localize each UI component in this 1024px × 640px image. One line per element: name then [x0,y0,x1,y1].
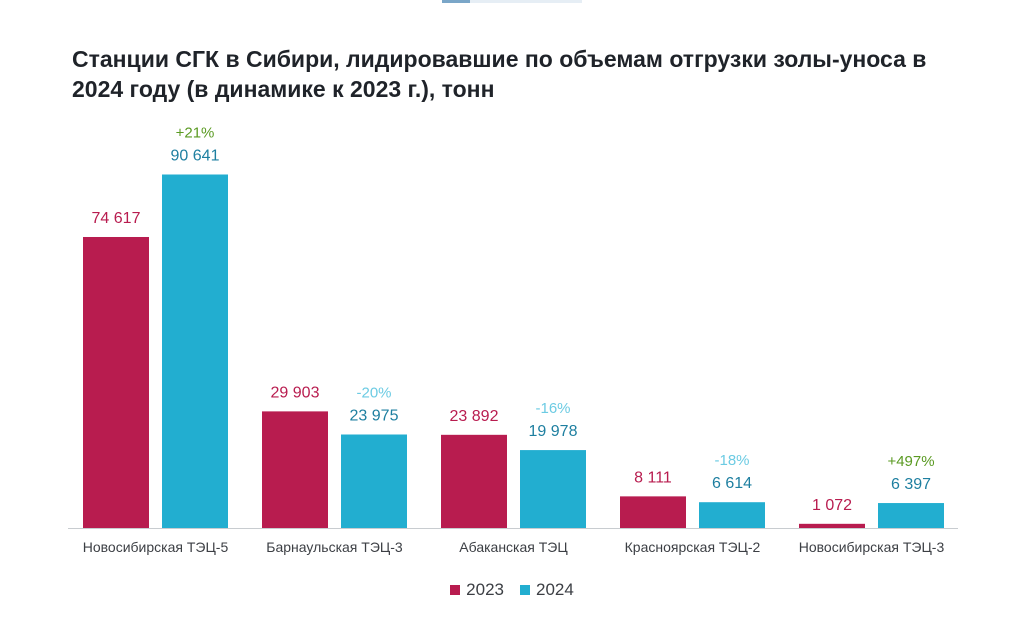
change-label-1: -20% [356,384,391,401]
bar-2024-0 [162,174,228,528]
bar-2024-1 [341,434,407,528]
data-label-2023-3: 8 111 [634,469,672,486]
data-label-2024-0: 90 641 [171,148,220,165]
bar-2023-2 [441,434,507,528]
bar-2024-3 [699,502,765,528]
data-label-2023-1: 29 903 [271,384,320,401]
legend-swatch-2024 [520,585,530,595]
data-label-2023-0: 74 617 [92,210,141,227]
change-label-0: +21% [176,125,215,142]
category-label-2: Абаканская ТЭЦ [459,539,568,555]
legend-item-2023: 2023 [450,580,504,600]
legend-label-2023: 2023 [466,580,504,599]
legend-item-2024: 2024 [520,580,574,600]
legend-label-2024: 2024 [536,580,574,599]
bar-2023-3 [620,496,686,528]
bar-2023-4 [799,523,865,528]
category-label-1: Барнаульская ТЭЦ-3 [266,539,403,555]
change-label-4: +497% [887,453,934,470]
bar-2024-4 [878,503,944,528]
category-label-0: Новосибирская ТЭЦ-5 [83,539,229,555]
top-decor-mark [442,0,470,3]
data-label-2024-2: 19 978 [529,423,578,440]
category-label-4: Новосибирская ТЭЦ-3 [799,539,945,555]
bar-2024-2 [520,450,586,528]
chart-title: Станции СГК в Сибири, лидировавшие по об… [72,46,927,102]
change-label-3: -18% [714,452,749,469]
legend-swatch-2023 [450,585,461,595]
bar-2023-0 [83,236,149,528]
data-label-2023-2: 23 892 [450,408,499,425]
legend: 2023 2024 [0,580,1024,600]
change-label-2: -16% [535,400,570,417]
top-decor-bar [442,0,582,3]
data-label-2024-3: 6 614 [712,475,752,492]
bar-2023-1 [262,411,328,528]
data-label-2024-1: 23 975 [350,407,399,424]
data-label-2024-4: 6 397 [891,476,931,493]
category-label-3: Красноярская ТЭЦ-2 [625,539,761,555]
data-label-2023-4: 1 072 [812,497,852,514]
